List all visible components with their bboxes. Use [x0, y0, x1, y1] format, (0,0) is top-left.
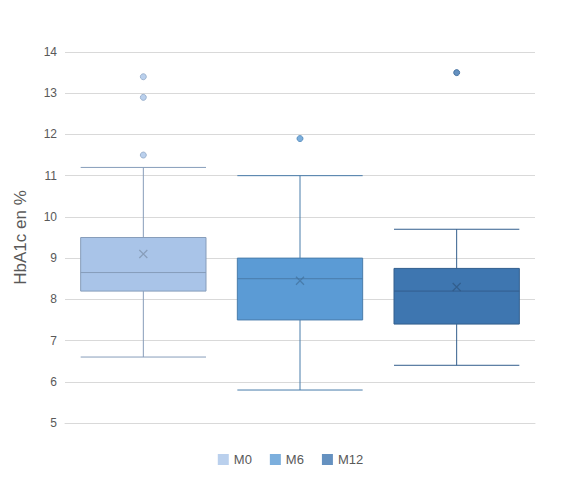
- svg-text:11: 11: [45, 169, 58, 183]
- svg-text:14: 14: [44, 45, 58, 59]
- svg-text:M0: M0: [234, 452, 252, 467]
- svg-text:10: 10: [44, 210, 58, 224]
- svg-text:12: 12: [44, 127, 58, 141]
- svg-text:7: 7: [50, 334, 57, 348]
- svg-text:9: 9: [50, 251, 57, 265]
- svg-text:6: 6: [50, 375, 57, 389]
- svg-text:HbA1c en %: HbA1c en %: [11, 190, 30, 285]
- svg-text:M6: M6: [286, 452, 304, 467]
- svg-text:8: 8: [50, 292, 57, 306]
- svg-text:13: 13: [44, 86, 58, 100]
- svg-text:5: 5: [50, 416, 57, 430]
- svg-text:M12: M12: [338, 452, 363, 467]
